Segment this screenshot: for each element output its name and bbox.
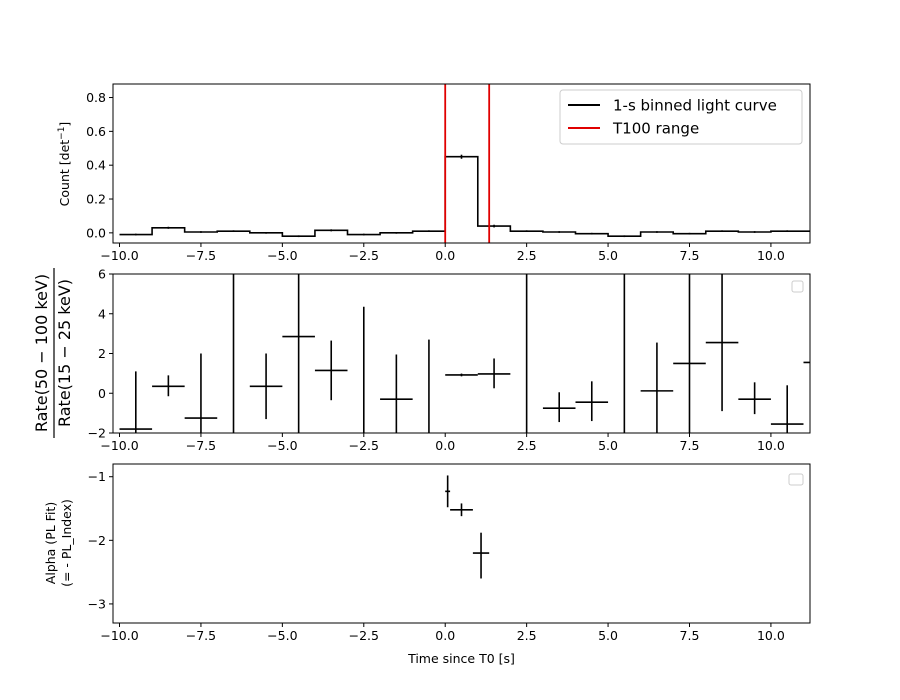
hardness-axes-frame xyxy=(112,273,811,434)
lightcurve-series xyxy=(119,154,810,238)
hardness-ylabel-numerator: Rate(50 − 100 keV) xyxy=(32,274,51,432)
x-tick-label: 10.0 xyxy=(757,248,785,263)
legend-label-lightcurve: 1-s binned light curve xyxy=(613,97,777,115)
legend-box xyxy=(559,89,803,145)
y-tick-label: 2 xyxy=(98,346,106,361)
x-tick-label: 0.0 xyxy=(435,248,455,263)
alpha-xlabel: Time since T0 [s] xyxy=(407,651,515,666)
lightcurve-legend: 1-s binned light curve T100 range xyxy=(559,89,803,145)
y-tick-label: 0.8 xyxy=(86,90,106,105)
panel-lightcurve: −10.0 −7.5 −5.0 −2.5 0.0 2.5 5.0 7.5 10.0 0.0 0.2 0… xyxy=(57,83,811,263)
x-tick-label: 2.5 xyxy=(517,248,537,263)
y-tick-label: −1 xyxy=(88,469,106,484)
x-tick-label: 0.0 xyxy=(435,438,455,453)
alpha-ylabel-line2: (= - PL_Index) xyxy=(59,499,74,587)
lightcurve-step-line xyxy=(119,155,810,238)
hardness-ticks: −10.0 −7.5 −5.0 −2.5 0.0 2.5 5.0 7.5 10.0 −2 0 2 4 6 xyxy=(88,267,785,454)
hardness-ylabel: Rate(50 − 100 keV) Rate(15 − 25 keV) xyxy=(32,268,74,438)
y-tick-label: 4 xyxy=(98,306,106,321)
x-tick-label: −5.0 xyxy=(267,628,297,643)
y-tick-label: 0.4 xyxy=(86,158,106,173)
y-tick-label: 0 xyxy=(98,386,106,401)
y-tick-label: −3 xyxy=(88,596,106,611)
hardness-series xyxy=(119,274,810,433)
y-tick-label: −2 xyxy=(88,426,106,441)
x-tick-label: 5.0 xyxy=(598,628,618,643)
x-tick-label: 7.5 xyxy=(680,438,700,453)
x-tick-label: 10.0 xyxy=(757,438,785,453)
x-tick-label: 2.5 xyxy=(517,628,537,643)
y-tick-label: 0.6 xyxy=(86,124,106,139)
x-tick-label: 10.0 xyxy=(757,628,785,643)
x-tick-label: 5.0 xyxy=(598,248,618,263)
x-tick-label: −5.0 xyxy=(267,248,297,263)
alpha-ylabel-line1: Alpha (PL Fit) xyxy=(43,502,58,584)
legend-label-t100: T100 range xyxy=(612,120,699,138)
alpha-axes-frame xyxy=(112,463,811,624)
y-tick-label: 0.2 xyxy=(86,192,106,207)
lightcurve-ylabel: Count [det−1] xyxy=(57,122,72,207)
t100-lines xyxy=(444,84,491,243)
x-tick-label: −5.0 xyxy=(267,438,297,453)
panel-hardness: −10.0 −7.5 −5.0 −2.5 0.0 2.5 5.0 7.5 10.0−20246 … xyxy=(32,267,811,454)
x-tick-label: 5.0 xyxy=(598,438,618,453)
x-tick-label: −2.5 xyxy=(349,628,379,643)
x-tick-label: 7.5 xyxy=(680,248,700,263)
alpha-series xyxy=(445,475,490,579)
lightcurve-ticks: −10.0 −7.5 −5.0 −2.5 0.0 2.5 5.0 7.5 10.0 0.0 0.2 0… xyxy=(86,90,785,263)
x-tick-label: −10.0 xyxy=(100,438,138,453)
x-tick-label: 0.0 xyxy=(435,628,455,643)
x-tick-label: −7.5 xyxy=(186,248,216,263)
panel-alpha: −10.0 −7.5 −5.0 −2.5 0.0 2.5 5.0 7.5 10.0−3−2−1 … xyxy=(43,463,811,666)
x-tick-label: −2.5 xyxy=(349,248,379,263)
x-tick-label: −10.0 xyxy=(100,628,138,643)
alpha-ticks: −10.0 −7.5 −5.0 −2.5 0.0 2.5 5.0 7.5 10.0 −3 −2 −1 xyxy=(88,469,785,643)
lightcurve-axes-frame xyxy=(112,83,811,244)
y-tick-label: −2 xyxy=(88,533,106,548)
x-tick-label: −2.5 xyxy=(349,438,379,453)
hardness-ylabel-denominator: Rate(15 − 25 keV) xyxy=(55,279,74,427)
x-tick-label: −10.0 xyxy=(100,248,138,263)
x-tick-label: 7.5 xyxy=(680,628,700,643)
alpha-legend-box xyxy=(788,473,804,486)
y-tick-label: 0.0 xyxy=(86,225,106,240)
hardness-legend-box xyxy=(791,280,804,293)
y-tick-label: 6 xyxy=(98,267,106,282)
x-tick-label: 2.5 xyxy=(517,438,537,453)
x-tick-label: −7.5 xyxy=(186,628,216,643)
x-tick-label: −7.5 xyxy=(186,438,216,453)
